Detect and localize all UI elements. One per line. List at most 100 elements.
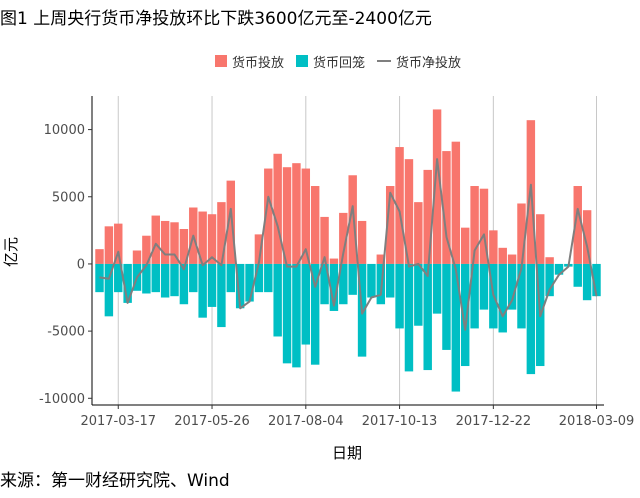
bar-injection [376, 254, 386, 264]
bar-withdrawal [320, 263, 329, 305]
bar-withdrawal [395, 263, 404, 329]
legend-swatch-withdrawal [296, 55, 309, 67]
bar-withdrawal [264, 263, 273, 293]
x-tick-label: 2017-05-26 [174, 414, 250, 429]
bar-withdrawal [245, 263, 254, 302]
y-tick-label: 5000 [52, 190, 85, 205]
source-note: 来源：第一财经研究院、Wind [0, 471, 230, 491]
bar-injection [273, 153, 282, 264]
bar-withdrawal [198, 263, 207, 318]
bar-withdrawal [301, 263, 311, 345]
bar-injection [320, 216, 329, 264]
bar-injection [339, 212, 348, 264]
bar-injection [582, 210, 592, 264]
bar-withdrawal [573, 263, 582, 287]
bar-injection [479, 188, 489, 264]
bar-withdrawal [348, 263, 357, 295]
legend-label-injection: 货币投放 [232, 55, 285, 71]
x-tick-label: 2017-10-13 [362, 414, 438, 429]
x-tick-label: 2017-12-22 [456, 414, 532, 429]
bar-injection [217, 202, 226, 264]
bar-injection [423, 169, 432, 264]
bar-withdrawal [385, 263, 395, 298]
bar-injection [573, 186, 582, 264]
y-tick-label: 0 [77, 257, 85, 272]
bar-injection [151, 215, 160, 264]
bar-withdrawal [151, 263, 160, 293]
bar-withdrawal [414, 263, 423, 326]
bar-injection [545, 257, 554, 264]
bar-injection [470, 186, 479, 264]
bar-injection [385, 186, 395, 264]
bar-withdrawal [545, 263, 554, 297]
chart-title: 图1 上周央行货币净投放环比下跌3600亿元至-2400亿元 [0, 9, 432, 29]
bar-withdrawal [479, 263, 489, 310]
bar-injection [498, 247, 507, 264]
bar-withdrawal [582, 263, 592, 301]
bar-injection [517, 203, 526, 264]
legend-swatch-net [377, 60, 392, 62]
bar-injection [292, 163, 301, 264]
bar-withdrawal [254, 263, 264, 293]
bar-injection [95, 249, 104, 264]
bar-injection [132, 250, 142, 264]
y-tick-label: -10000 [39, 392, 85, 407]
bar-injection [282, 167, 292, 264]
bar-withdrawal [160, 263, 170, 298]
bar-withdrawal [273, 263, 282, 337]
bar-withdrawal [123, 263, 132, 303]
y-tick-label: -5000 [47, 325, 85, 340]
bar-injection [357, 220, 367, 264]
bar-injection [442, 151, 451, 264]
net-line [99, 158, 598, 331]
bar-withdrawal [207, 263, 217, 307]
bar-withdrawal [104, 263, 114, 317]
bar-withdrawal [526, 263, 536, 375]
bar-injection [310, 186, 320, 264]
x-tick-label: 2017-08-04 [268, 414, 344, 429]
chart-legend: 货币投放 货币回笼 货币净投放 [215, 50, 473, 72]
bar-injection [198, 211, 207, 264]
x-tick-label: 2018-03-09 [559, 414, 635, 429]
bar-withdrawal [451, 263, 461, 392]
bar-injection [460, 227, 470, 264]
bar-withdrawal [498, 263, 507, 333]
bar-withdrawal [179, 263, 189, 305]
bar-injection [207, 214, 217, 264]
bar-withdrawal [507, 263, 517, 310]
legend-label-net: 货币净投放 [396, 55, 462, 71]
bar-injection [395, 147, 404, 264]
legend-item-net: 货币净投放 [377, 52, 461, 71]
bar-withdrawal [282, 263, 292, 364]
bar-injection [489, 230, 498, 264]
bar-injection [451, 141, 461, 264]
bar-withdrawal [292, 263, 301, 368]
bar-injection [301, 168, 311, 264]
bar-withdrawal [189, 263, 198, 293]
bar-injection [114, 223, 123, 264]
bar-injection [160, 220, 170, 264]
bar-injection [264, 168, 273, 264]
bar-withdrawal [442, 263, 451, 350]
legend-item-injection: 货币投放 [215, 52, 284, 71]
bar-injection [226, 180, 236, 264]
bar-withdrawal [460, 263, 470, 367]
bar-injection [329, 258, 339, 264]
bar-withdrawal [170, 263, 179, 297]
x-tick-label: 2017-03-17 [80, 414, 156, 429]
bar-injection [104, 226, 114, 264]
bar-withdrawal [226, 263, 236, 293]
bar-injection [254, 234, 264, 264]
bar-withdrawal [423, 263, 432, 371]
bar-withdrawal [592, 263, 601, 297]
legend-swatch-injection [215, 55, 227, 67]
y-tick-label: 10000 [44, 123, 85, 138]
bar-marks [95, 109, 601, 392]
bar-injection [432, 109, 442, 264]
bar-withdrawal [114, 263, 123, 293]
bar-injection [142, 235, 151, 264]
bar-withdrawal [235, 263, 245, 309]
net-line-layer [99, 158, 598, 331]
y-axis-title: 亿元 [2, 237, 20, 267]
